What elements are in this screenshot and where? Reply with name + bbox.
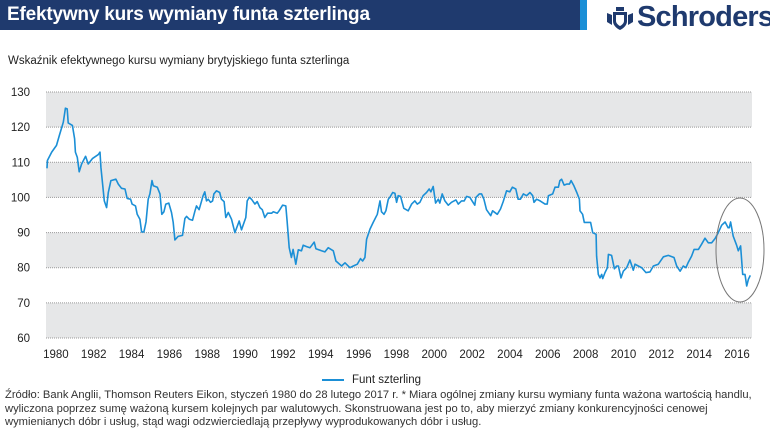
y-tick-label: 90 [17,228,30,240]
grid-band [46,92,752,128]
schroders-logo: Schroders [607,1,770,34]
x-tick-label: 1986 [157,349,183,361]
x-tick-label: 1980 [43,349,69,361]
source-footnote: Źródło: Bank Anglii, Thomson Reuters Eik… [5,389,752,429]
x-tick-label: 1988 [194,349,220,361]
highlight-ellipse [715,197,765,303]
x-tick-label: 1984 [119,349,145,361]
legend: Funt szterling [322,374,421,386]
header-accent-strip [580,0,587,30]
page-title: Efektywny kurs wymiany funta szterlinga [7,4,370,25]
series-line-0 [46,107,752,287]
y-tick-label: 60 [17,333,30,345]
logo-text: Schroders [637,1,770,33]
x-tick-label: 2010 [611,349,637,361]
x-tick-label: 2004 [497,349,523,361]
x-tick-label: 1998 [384,349,410,361]
y-tick-label: 130 [11,87,30,99]
x-tick-label: 2012 [649,349,675,361]
grid-band [46,232,752,268]
x-tick-label: 2014 [686,349,712,361]
x-tick-label: 2008 [573,349,599,361]
chart-subtitle: Wskaźnik efektywnego kursu wymiany bryty… [8,55,350,67]
y-tick-label: 80 [17,263,30,275]
x-tick-label: 2016 [724,349,750,361]
x-tick-label: 1990 [232,349,258,361]
y-tick-label: 100 [11,192,30,204]
grid-band [46,162,752,198]
line-chart: 130 120 110 100 90 80 70 60 1980 1982 1984 1986 1988… [11,87,765,361]
header-bar: Efektywny kurs wymiany funta szterlinga [0,0,582,30]
x-tick-label: 2000 [421,349,447,361]
x-tick-label: 2006 [535,349,561,361]
grid-band [46,302,752,338]
y-tick-label: 110 [12,157,30,169]
y-tick-label: 120 [11,122,30,134]
x-tick-label: 1992 [270,349,296,361]
x-tick-label: 2002 [459,349,485,361]
x-tick-label: 1982 [81,349,107,361]
crest-icon [607,6,633,30]
legend-label: Funt szterling [352,374,422,386]
y-tick-label: 70 [17,298,30,310]
x-tick-label: 1996 [346,349,372,361]
legend-swatch [322,379,344,381]
x-tick-label: 1994 [308,349,334,361]
